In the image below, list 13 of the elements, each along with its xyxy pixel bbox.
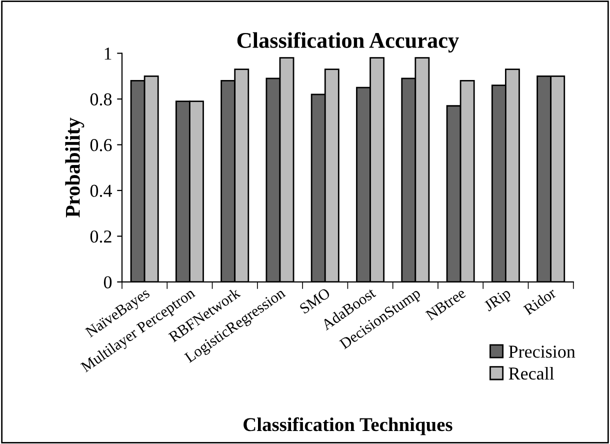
- y-tick-label: 0: [104, 276, 112, 288]
- y-tick-label: 0.6: [90, 139, 112, 152]
- y-tick-label: 1: [104, 48, 112, 60]
- chart-title: Classification Accuracy: [237, 32, 459, 53]
- y-tick-label: 0.2: [90, 230, 112, 243]
- y-tick-label: 0.8: [90, 93, 112, 106]
- x-axis-title: Classification Techniques: [244, 417, 452, 436]
- x-tick-label: Ridor: [522, 286, 557, 316]
- legend-label: Precision: [508, 346, 576, 358]
- x-tick-label: JRip: [483, 288, 514, 314]
- y-tick-label: 0.4: [90, 184, 112, 197]
- legend-label: Recall: [508, 366, 554, 380]
- y-axis-title: Probability: [65, 118, 84, 218]
